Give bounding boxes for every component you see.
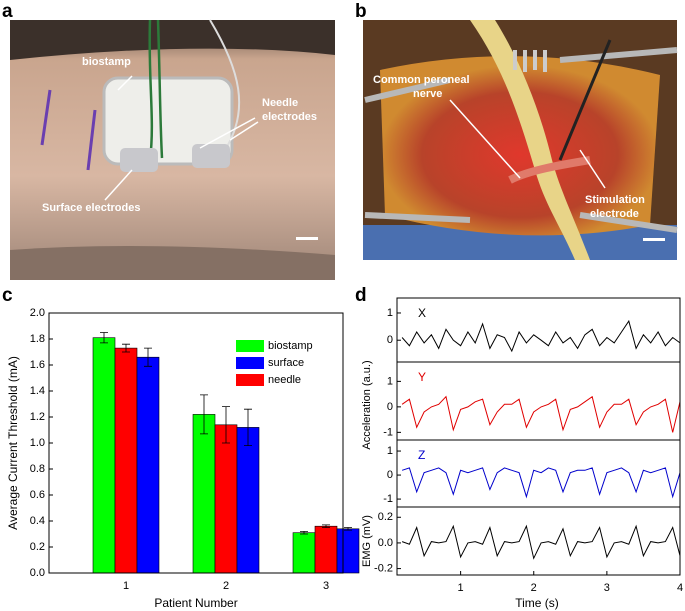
y-axis-label: Acceleration (a.u.) (361, 360, 373, 449)
y-tick-label: 1.6 (30, 359, 45, 371)
x-tick-label: 4 (677, 582, 683, 594)
signal-line (401, 524, 681, 560)
signal-line (401, 467, 681, 499)
x-tick-label: 1 (458, 582, 464, 594)
legend-swatch (236, 340, 264, 352)
bar (92, 337, 116, 574)
trace-label: Y (418, 370, 426, 384)
panel-label: b (355, 1, 367, 22)
y-tick-label: 0 (387, 469, 393, 481)
error-bar (244, 408, 252, 446)
bar (336, 528, 360, 574)
y-tick-label: 1 (387, 307, 393, 319)
bar (136, 356, 160, 574)
photo-b: Common peroneal nerve Stimulation electr… (363, 20, 678, 260)
y-tick-label: 1 (387, 375, 393, 387)
photo-label: electrodes (262, 111, 317, 123)
bar (214, 424, 238, 574)
photo-label: Stimulation (585, 194, 645, 206)
y-tick-label: 0 (387, 334, 393, 346)
photo-a: biostamp Needle electrodes Surface elect… (10, 19, 335, 280)
y-tick-label: 1 (387, 445, 393, 457)
y-axis-label: EMG (mV) (361, 515, 373, 567)
legend-label: surface (268, 357, 304, 369)
y-tick-label: -1 (383, 426, 393, 438)
error-bar (344, 527, 352, 531)
legend-label: biostamp (268, 340, 313, 352)
error-bar (144, 347, 152, 367)
photo-label: Surface electrodes (42, 202, 140, 214)
y-tick-label: 1.4 (30, 385, 45, 397)
x-axis-label: Patient Number (154, 596, 237, 610)
error-bar (222, 406, 230, 444)
plot-frame (396, 297, 681, 363)
y-tick-label: 0 (387, 401, 393, 413)
legend-label: needle (268, 374, 301, 386)
x-axis-label: Time (s) (515, 596, 559, 610)
y-tick-label: 1.8 (30, 333, 45, 345)
error-bar (300, 531, 308, 535)
error-bar (322, 524, 330, 528)
photo-label: nerve (413, 88, 442, 100)
y-tick-label: 0.2 (30, 541, 45, 553)
legend-swatch (236, 357, 264, 369)
x-tick-label: 2 (531, 582, 537, 594)
signal-line (401, 319, 681, 353)
panel-label: a (2, 1, 13, 22)
trace-label: Z (418, 448, 425, 462)
y-tick-label: -0.2 (374, 562, 393, 574)
photo-label: Needle (262, 97, 298, 109)
error-bar (122, 343, 130, 353)
panel-label: c (2, 285, 13, 306)
plot-frame (396, 439, 681, 508)
plot-frame (396, 506, 681, 576)
signal-line (401, 395, 681, 433)
y-tick-label: 2.0 (30, 307, 45, 319)
legend-swatch (236, 374, 264, 386)
y-tick-label: 1.0 (30, 437, 45, 449)
bar (192, 414, 216, 574)
y-tick-label: 0.4 (30, 515, 45, 527)
photo-label: Common peroneal (373, 74, 470, 86)
bar (314, 525, 338, 574)
bar (292, 532, 316, 574)
error-bar (200, 394, 208, 435)
y-axis-label: Average Current Threshold (mA) (6, 356, 20, 530)
bar (114, 347, 138, 574)
photo-label: electrode (590, 208, 639, 220)
plot-frame (396, 361, 681, 441)
y-tick-label: 0.6 (30, 489, 45, 501)
error-bar (100, 332, 108, 344)
plot-frame (48, 312, 344, 574)
y-tick-label: 0.0 (378, 537, 393, 549)
y-tick-label: -1 (383, 493, 393, 505)
y-tick-label: 0.2 (378, 511, 393, 523)
bar (236, 427, 260, 574)
panel-label: d (355, 285, 367, 306)
x-tick-label: 2 (223, 580, 229, 592)
x-tick-label: 3 (604, 582, 610, 594)
y-tick-label: 1.2 (30, 411, 45, 423)
y-tick-label: 0.0 (30, 567, 45, 579)
trace-label: X (418, 306, 426, 320)
x-tick-label: 1 (123, 580, 129, 592)
x-tick-label: 3 (323, 580, 329, 592)
y-tick-label: 0.8 (30, 463, 45, 475)
photo-label: biostamp (82, 56, 131, 68)
